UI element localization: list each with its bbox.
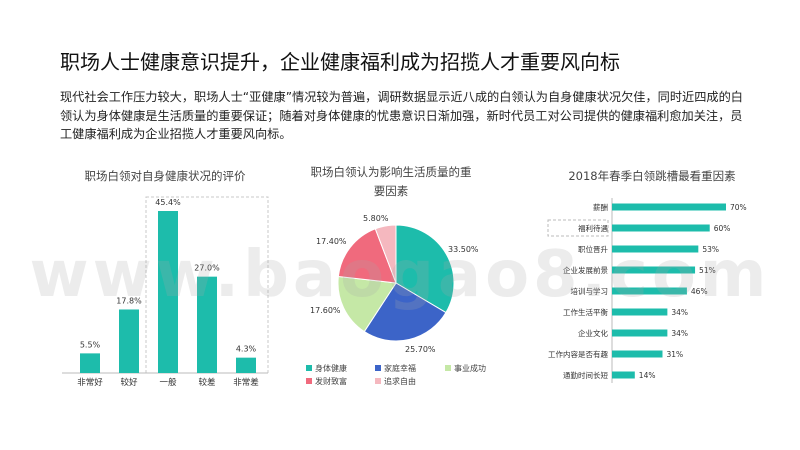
bar-较差	[197, 276, 217, 373]
x-tick-label: 非常差	[233, 377, 259, 388]
chart3-title: 2018年春季白领跳槽最看重因素	[568, 169, 736, 183]
bar-value-label: 5.5%	[80, 340, 101, 349]
bar-工作内容是否有趣	[612, 350, 663, 358]
page-description: 现代社会工作压力较大，职场人士“亚健康”情况较为普遍，调研数据显示近八成的白领认…	[60, 90, 743, 141]
legend-swatch	[375, 365, 381, 371]
highlight-box	[547, 219, 609, 237]
y-tick-label: 企业发展前景	[563, 265, 608, 275]
bar-培训与学习	[612, 287, 687, 295]
watermark: www.baogao8.com	[29, 238, 771, 312]
pie-value-label: 33.50%	[448, 245, 479, 254]
bar-value-label: 34%	[671, 308, 688, 317]
pie-value-label: 25.70%	[405, 345, 436, 354]
bar-value-label: 53%	[702, 245, 719, 254]
page-title: 职场人士健康意识提升，企业健康福利成为招揽人才重要风向标	[60, 50, 620, 74]
bar-非常好	[80, 353, 100, 373]
bar-value-label: 60%	[714, 224, 731, 233]
highlight-box	[145, 196, 269, 374]
y-tick-label: 培训与学习	[571, 286, 609, 296]
legend-swatch	[306, 378, 312, 384]
bar-value-label: 31%	[666, 350, 683, 359]
legend-label: 追求自由	[384, 376, 416, 386]
y-tick-label: 企业文化	[578, 328, 608, 338]
x-tick-label: 一般	[159, 377, 177, 388]
bar-value-label: 70%	[730, 203, 747, 212]
legend-label: 家庭幸福	[384, 363, 416, 373]
bar-value-label: 45.4%	[155, 198, 181, 207]
bar-福利待遇	[612, 224, 710, 232]
bar-非常差	[236, 357, 256, 373]
legend-label: 身体健康	[315, 363, 347, 373]
bar-value-label: 17.8%	[116, 296, 142, 305]
y-tick-label: 福利待遇	[578, 223, 608, 233]
y-tick-label: 薪酬	[593, 202, 608, 212]
legend-swatch	[306, 365, 312, 371]
bar-value-label: 4.3%	[236, 345, 257, 354]
x-tick-label: 较好	[120, 377, 138, 388]
pie-value-label: 17.60%	[310, 306, 341, 315]
y-tick-label: 工作内容是否有趣	[548, 349, 608, 359]
pie-slice-家庭幸福	[363, 282, 447, 342]
y-tick-label: 通勤时间长短	[563, 370, 608, 380]
bar-工作生活平衡	[612, 308, 668, 316]
pie-slice-追求自由	[374, 224, 397, 284]
legend-label: 发财致富	[315, 376, 347, 386]
legend-swatch	[375, 378, 381, 384]
bar-职位晋升	[612, 245, 699, 253]
legend-swatch	[445, 365, 451, 371]
bar-较好	[119, 309, 139, 373]
bar-value-label: 27.0%	[194, 264, 220, 273]
x-tick-label: 非常好	[77, 377, 103, 388]
chart1-title: 职场白领对自身健康状况的评价	[84, 169, 246, 183]
legend-label: 事业成功	[454, 363, 486, 373]
bar-value-label: 46%	[691, 287, 708, 296]
pie-value-label: 5.80%	[363, 214, 389, 223]
pie-value-label: 17.40%	[316, 237, 347, 246]
pie-slice-发财致富	[337, 228, 397, 284]
bar-企业文化	[612, 329, 668, 337]
y-tick-label: 工作生活平衡	[563, 307, 608, 317]
bar-value-label: 34%	[671, 329, 688, 338]
chart2-title: 职场白领认为影响生活质量的重要因素	[310, 165, 472, 198]
bar-一般	[158, 211, 178, 373]
bar-value-label: 51%	[699, 266, 716, 275]
x-tick-label: 较差	[198, 377, 215, 388]
y-tick-label: 职位晋升	[578, 244, 608, 254]
bar-通勤时间长短	[612, 371, 635, 379]
bar-value-label: 14%	[639, 371, 656, 380]
pie-slice-身体健康	[395, 224, 455, 314]
bar-企业发展前景	[612, 266, 696, 274]
bar-薪酬	[612, 203, 726, 211]
pie-slice-事业成功	[337, 275, 397, 333]
